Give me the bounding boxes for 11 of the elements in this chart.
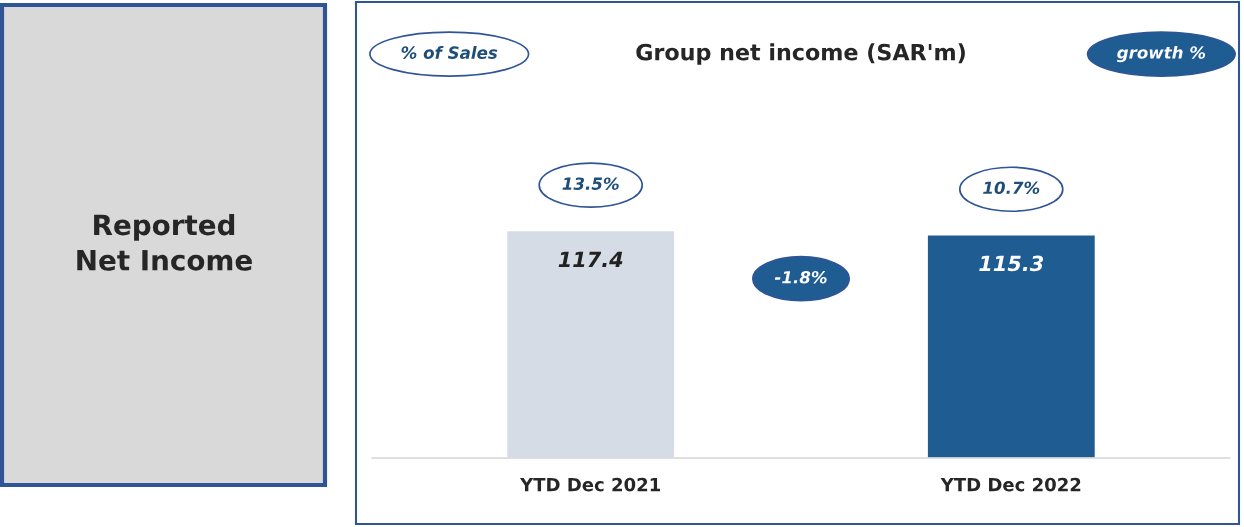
chart-title: Group net income (SAR'm): [636, 43, 965, 65]
annotation: -1.8%: [774, 270, 827, 284]
x-tick-label: YTD Dec 2022: [940, 477, 1081, 492]
x-tick-label: YTD Dec 2021: [519, 477, 661, 492]
text: 10.7%: [983, 181, 1040, 195]
data-label: 117.4: [558, 251, 623, 267]
text: % of Sales: [401, 46, 498, 59]
text: growth %: [1117, 45, 1206, 63]
text: 13.5%: [562, 177, 619, 190]
data-label: 115.3: [979, 255, 1044, 272]
text: Reported Net Income: [77, 213, 252, 271]
